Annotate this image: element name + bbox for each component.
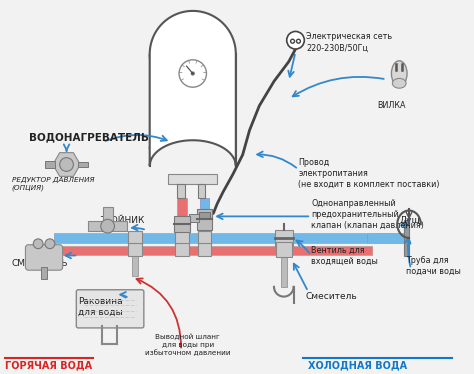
Bar [54, 246, 372, 255]
Circle shape [101, 219, 115, 233]
Bar [177, 198, 187, 252]
Bar [168, 174, 217, 184]
Bar [189, 214, 199, 222]
Bar [198, 243, 211, 257]
Bar [128, 231, 142, 245]
Circle shape [287, 31, 304, 49]
Bar [45, 160, 55, 168]
Text: СМЕСИТЕЛЬ: СМЕСИТЕЛЬ [12, 259, 68, 268]
Text: Вентиль для
входящей воды: Вентиль для входящей воды [311, 246, 378, 266]
Bar [199, 212, 210, 218]
Polygon shape [150, 11, 236, 166]
Bar [54, 233, 372, 243]
Bar [177, 184, 185, 198]
Text: Раковина
для воды: Раковина для воды [78, 297, 123, 317]
Bar [276, 242, 292, 257]
Polygon shape [53, 153, 80, 177]
Bar [174, 217, 190, 232]
Text: Выводной шланг
для воды при
избыточном давлении: Выводной шланг для воды при избыточном д… [145, 334, 231, 356]
Bar [177, 251, 187, 254]
Text: ТРОЙНИК: ТРОЙНИК [100, 216, 144, 225]
Bar [200, 198, 210, 252]
Bar [175, 243, 189, 257]
Text: Смеситель: Смеситель [305, 292, 357, 301]
Text: ХОЛОДНАЯ ВОДА: ХОЛОДНАЯ ВОДА [308, 360, 407, 370]
Circle shape [291, 39, 294, 43]
Ellipse shape [392, 61, 407, 86]
Text: Душ: Душ [399, 216, 420, 225]
Text: ГОРЯЧАЯ ВОДА: ГОРЯЧАЯ ВОДА [5, 360, 92, 370]
Bar [281, 257, 287, 287]
Circle shape [45, 239, 55, 249]
Text: ВОДОНАГРЕВАТЕЛЬ: ВОДОНАГРЕВАТЕЛЬ [29, 132, 149, 142]
FancyBboxPatch shape [26, 245, 63, 270]
FancyBboxPatch shape [76, 290, 144, 328]
Bar [78, 162, 88, 168]
Ellipse shape [392, 79, 406, 88]
Bar [197, 209, 212, 230]
Bar [128, 243, 142, 257]
Bar [103, 206, 112, 226]
Text: Труба для
подачи воды: Труба для подачи воды [406, 255, 461, 276]
Text: РЕДУКТОР ДАВЛЕНИЯ
(ОПЦИЯ): РЕДУКТОР ДАВЛЕНИЯ (ОПЦИЯ) [12, 177, 94, 191]
Text: ВИЛКА: ВИЛКА [377, 101, 406, 110]
Text: Провод
электропитания
(не входит в комплект поставки): Провод электропитания (не входит в компл… [299, 158, 440, 189]
Bar [132, 257, 138, 276]
Circle shape [297, 39, 301, 43]
Circle shape [33, 239, 43, 249]
Bar [200, 243, 210, 251]
Bar [88, 221, 127, 231]
Text: Однонаправленный
предохранительный
клапан (клапан давления): Однонаправленный предохранительный клапа… [311, 199, 424, 230]
Bar [175, 231, 189, 245]
Bar [198, 231, 211, 245]
Bar [367, 233, 406, 243]
Circle shape [60, 158, 73, 171]
Bar [41, 267, 47, 279]
Bar [404, 220, 409, 255]
Bar [198, 184, 206, 198]
Circle shape [179, 60, 207, 87]
Text: Электрическая сеть
220-230В/50Гц: Электрическая сеть 220-230В/50Гц [306, 33, 392, 52]
Bar [275, 230, 292, 246]
Bar [208, 217, 210, 244]
Circle shape [191, 71, 195, 76]
